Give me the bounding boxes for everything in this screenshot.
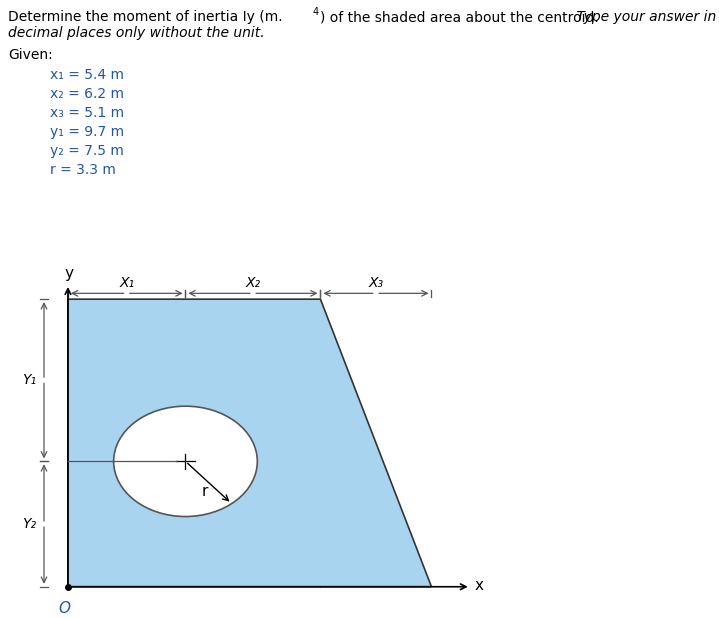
Text: y₂ = 7.5 m: y₂ = 7.5 m <box>50 144 124 158</box>
Text: x₃ = 5.1 m: x₃ = 5.1 m <box>50 106 124 120</box>
Circle shape <box>114 406 257 517</box>
Text: X₂: X₂ <box>245 276 260 290</box>
Text: ) of the shaded area about the centroid.: ) of the shaded area about the centroid. <box>320 10 599 24</box>
Polygon shape <box>68 299 431 586</box>
Text: decimal places only without the unit.: decimal places only without the unit. <box>8 26 265 40</box>
Text: X₁: X₁ <box>119 276 134 290</box>
Text: r = 3.3 m: r = 3.3 m <box>50 163 116 177</box>
Text: 4: 4 <box>313 7 319 17</box>
Text: Given:: Given: <box>8 48 52 62</box>
Text: r: r <box>202 484 209 499</box>
Text: x: x <box>475 578 484 593</box>
Text: x₁ = 5.4 m: x₁ = 5.4 m <box>50 68 124 82</box>
Text: y₁ = 9.7 m: y₁ = 9.7 m <box>50 125 124 139</box>
Text: x₂ = 6.2 m: x₂ = 6.2 m <box>50 87 124 101</box>
Text: Y₁: Y₁ <box>22 373 37 387</box>
Text: y: y <box>65 266 73 281</box>
Text: Type your answer in two (2): Type your answer in two (2) <box>572 10 719 24</box>
Text: Y₂: Y₂ <box>22 517 37 531</box>
Text: O: O <box>59 601 70 616</box>
Text: X₃: X₃ <box>368 276 383 290</box>
Text: Determine the moment of inertia Iy (m.: Determine the moment of inertia Iy (m. <box>8 10 283 24</box>
